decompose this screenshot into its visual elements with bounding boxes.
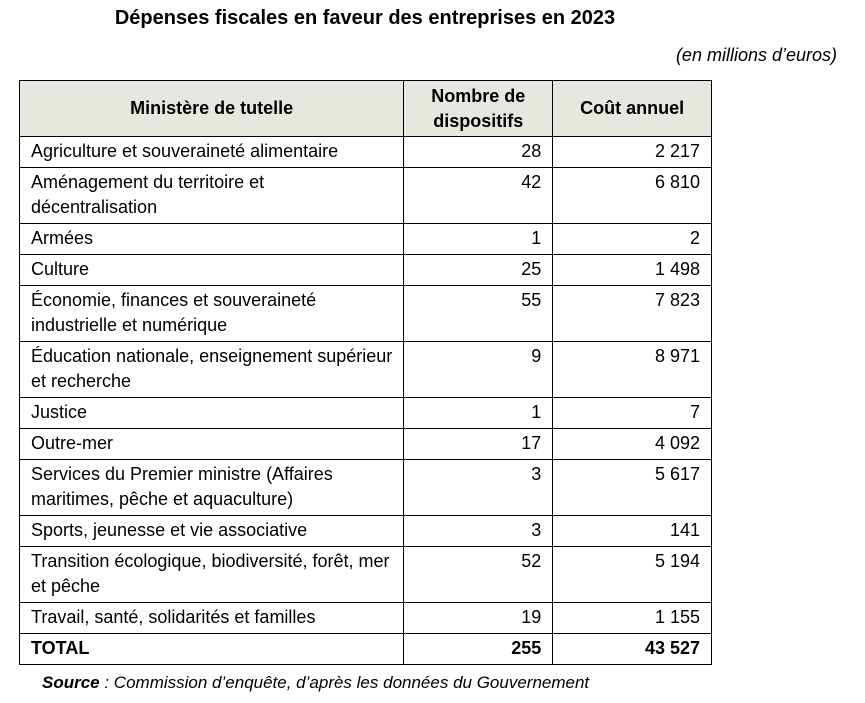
cell-cost: 6 810 [552,167,712,224]
cell-count: 1 [403,223,554,255]
table-row: Aménagement du territoire et décentralis… [18,167,712,224]
total-cost: 43 527 [552,633,712,665]
cell-cost: 1 498 [552,254,712,286]
cell-ministry: Armées [18,223,405,255]
header-count-line2: dispositifs [433,110,524,131]
cell-ministry: Culture [18,254,405,286]
header-ministry: Ministère de tutelle [18,80,405,137]
unit-note: (en millions d’euros) [675,45,837,65]
table-row: Armées 1 2 [18,223,712,255]
cell-cost: 5 617 [552,459,712,516]
cell-count: 3 [403,459,554,516]
table-row: Sports, jeunesse et vie associative 3 14… [18,515,712,547]
cell-ministry: Travail, santé, solidarités et familles [18,602,405,634]
tax-expenditure-table: Ministère de tutelle Nombre de dispositi… [18,80,712,665]
table-row: Éducation nationale, enseignement supéri… [18,341,712,398]
table-row: Économie, finances et souveraineté indus… [18,285,712,342]
total-label: TOTAL [18,633,405,665]
table-row: Culture 25 1 498 [18,254,712,286]
cell-count: 25 [403,254,554,286]
cell-count: 9 [403,341,554,398]
cell-cost: 7 823 [552,285,712,342]
cell-ministry: Transition écologique, biodiversité, for… [18,546,405,603]
cell-count: 17 [403,428,554,460]
cell-cost: 2 217 [552,136,712,168]
source-label: Source [42,673,100,692]
cell-count: 55 [403,285,554,342]
header-cost: Coût annuel [552,80,712,137]
header-row: Ministère de tutelle Nombre de dispositi… [18,80,712,137]
cell-ministry: Outre-mer [18,428,405,460]
source-text: : Commission d’enquête, d’après les donn… [99,673,590,692]
table-row: Justice 1 7 [18,397,712,429]
total-row: TOTAL 255 43 527 [18,633,712,665]
cell-count: 42 [403,167,554,224]
cell-count: 1 [403,397,554,429]
cell-cost: 2 [552,223,712,255]
cell-cost: 7 [552,397,712,429]
table-row: Outre-mer 17 4 092 [18,428,712,460]
cell-cost: 5 194 [552,546,712,603]
cell-cost: 141 [552,515,712,547]
cell-ministry: Économie, finances et souveraineté indus… [18,285,405,342]
cell-ministry: Sports, jeunesse et vie associative [18,515,405,547]
cell-ministry: Agriculture et souveraineté alimentaire [18,136,405,168]
cell-cost: 1 155 [552,602,712,634]
cell-count: 19 [403,602,554,634]
cell-ministry: Services du Premier ministre (Affaires m… [18,459,405,516]
header-count: Nombre de dispositifs [403,80,554,137]
table-row: Services du Premier ministre (Affaires m… [18,459,712,516]
cell-ministry: Éducation nationale, enseignement supéri… [18,341,405,398]
page-title: Dépenses fiscales en faveur des entrepri… [114,7,616,29]
cell-count: 28 [403,136,554,168]
cell-count: 52 [403,546,554,603]
total-count: 255 [403,633,554,665]
cell-cost: 4 092 [552,428,712,460]
table-row: Agriculture et souveraineté alimentaire … [18,136,712,168]
table-row: Transition écologique, biodiversité, for… [18,546,712,603]
header-count-line1: Nombre de [431,85,526,106]
cell-ministry: Justice [18,397,405,429]
cell-cost: 8 971 [552,341,712,398]
cell-ministry: Aménagement du territoire et décentralis… [18,167,405,224]
source-note: Source : Commission d’enquête, d’après l… [42,673,589,693]
cell-count: 3 [403,515,554,547]
table-row: Travail, santé, solidarités et familles … [18,602,712,634]
